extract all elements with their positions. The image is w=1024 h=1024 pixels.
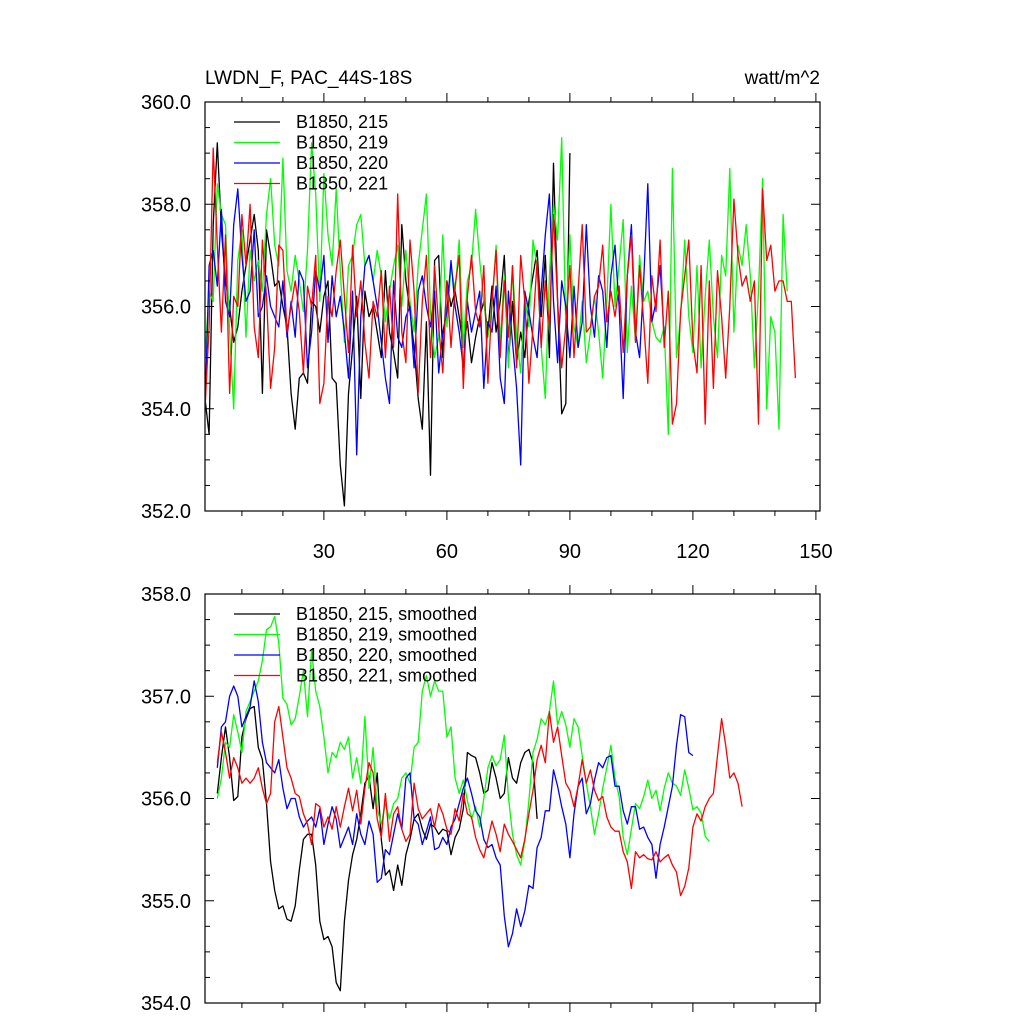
title-left: LWDN_F, PAC_44S-18S bbox=[205, 68, 412, 89]
top-y-tick-label: 358.0 bbox=[141, 194, 191, 216]
top-y-tick-label: 354.0 bbox=[141, 399, 191, 421]
bottom-series-4 bbox=[216, 705, 743, 897]
bottom-y-tick-label: 358.0 bbox=[141, 584, 191, 606]
top-legend-label-4: B1850, 221 bbox=[296, 174, 388, 194]
top-legend-label-3: B1850, 220 bbox=[296, 153, 388, 173]
top-x-tick-label: 60 bbox=[436, 541, 458, 563]
bottom-legend-label-1: B1850, 215, smoothed bbox=[296, 604, 477, 624]
top-series-2 bbox=[205, 137, 788, 435]
top-series-4 bbox=[205, 147, 797, 425]
top-series-3 bbox=[205, 183, 665, 466]
top-lines bbox=[205, 137, 797, 507]
bottom-legend-label-3: B1850, 220, smoothed bbox=[296, 645, 477, 665]
bottom-lines bbox=[216, 615, 743, 992]
top-y-tick-label: 356.0 bbox=[141, 297, 191, 319]
top-legend-label-1: B1850, 215 bbox=[296, 112, 388, 132]
bottom-y-tick-label: 357.0 bbox=[141, 686, 191, 708]
top-x-tick-label: 90 bbox=[559, 541, 581, 563]
bottom-legend-label-2: B1850, 219, smoothed bbox=[296, 625, 477, 645]
top-ticks: 30 60 90 120 150 352.0 354.0 356.0 358.0 360.0 bbox=[141, 92, 833, 563]
bottom-y-tick-label: 356.0 bbox=[141, 789, 191, 811]
top-x-tick-label: 150 bbox=[799, 541, 832, 563]
bottom-ticks: 354.0 355.0 356.0 357.0 358.0 bbox=[141, 584, 820, 1015]
top-legend-label-2: B1850, 219 bbox=[296, 133, 388, 153]
bottom-legend-label-4: B1850, 221, smoothed bbox=[296, 666, 477, 686]
top-x-tick-label: 30 bbox=[313, 541, 335, 563]
top-y-tick-label: 352.0 bbox=[141, 501, 191, 523]
top-panel: 30 60 90 120 150 352.0 354.0 356.0 358.0 360.0 B1… bbox=[141, 92, 833, 563]
bottom-panel-frame bbox=[204, 593, 821, 1004]
bottom-series-2 bbox=[216, 615, 710, 866]
top-y-tick-label: 360.0 bbox=[141, 92, 191, 114]
bottom-y-tick-label: 355.0 bbox=[141, 891, 191, 913]
bottom-series-1 bbox=[216, 705, 538, 992]
bottom-y-tick-label: 354.0 bbox=[141, 993, 191, 1015]
top-x-tick-label: 120 bbox=[676, 541, 709, 563]
bottom-series-3 bbox=[216, 680, 694, 948]
title-right: watt/m^2 bbox=[744, 68, 820, 89]
top-panel-frame bbox=[204, 101, 821, 512]
bottom-panel: 354.0 355.0 356.0 357.0 358.0 B1850, 215, sm… bbox=[141, 584, 821, 1015]
